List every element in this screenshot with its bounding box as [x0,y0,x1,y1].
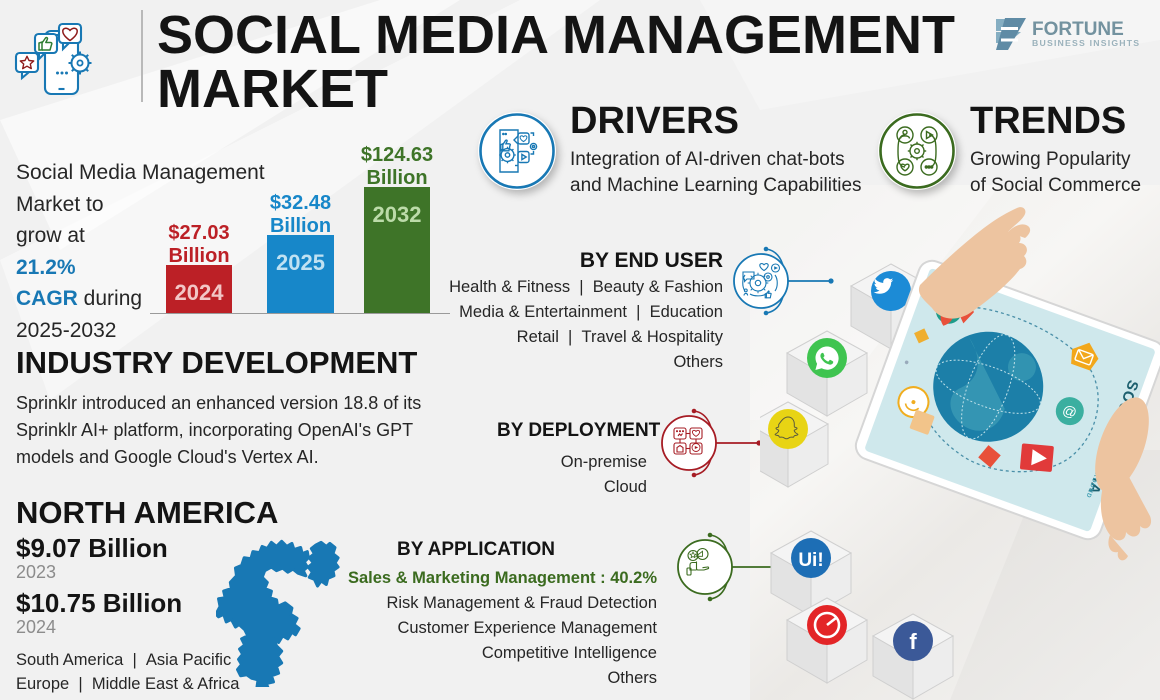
svg-text:FORTUNE: FORTUNE [1032,19,1124,40]
svg-text:BUSINESS INSIGHTS: BUSINESS INSIGHTS [1032,38,1140,48]
